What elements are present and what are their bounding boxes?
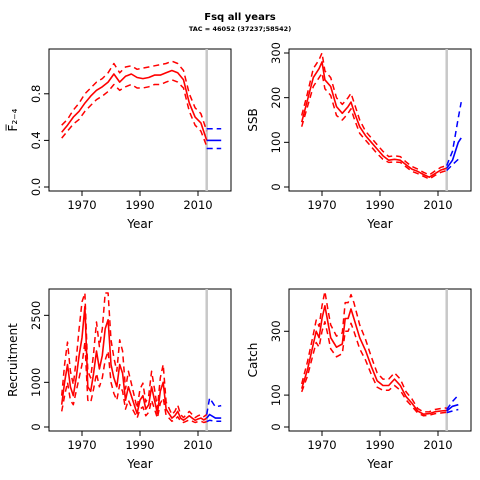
catch-y-axis-label: Catch bbox=[246, 343, 260, 378]
recruitment-x-tick-label: 2010 bbox=[183, 438, 212, 452]
fbar-x-tick-label: 1970 bbox=[67, 198, 96, 212]
fbar-x-axis-label: Year bbox=[126, 217, 152, 231]
ssb-forecast-lower-bound-line bbox=[446, 157, 462, 172]
ssb-y-tick-label: 0 bbox=[269, 183, 283, 190]
panel-recruitment: 1970 1990 2010 0 1000 2500 Year Recruitment bbox=[6, 288, 232, 471]
fbar-x-tick-label: 2010 bbox=[183, 198, 212, 212]
catch-y-tick-label: 300 bbox=[269, 320, 283, 342]
catch-x-tick-label: 1970 bbox=[307, 438, 336, 452]
catch-forecast-upper-bound-line bbox=[446, 394, 459, 410]
recruitment-x-axis-label: Year bbox=[126, 457, 152, 471]
catch-x-axis-label: Year bbox=[366, 457, 392, 471]
ssb-x-tick-label: 1970 bbox=[307, 198, 336, 212]
ssb-x-tick-label: 2010 bbox=[423, 198, 452, 212]
fbar-y-tick-label: 0.0 bbox=[29, 178, 43, 196]
recruitment-y-tick-label: 2500 bbox=[29, 301, 43, 330]
ssb-historic-median-line bbox=[300, 61, 447, 178]
panel-fbar: 1970 1990 2010 0.0 0.4 0.8 Year F̅₂₋₄ bbox=[5, 48, 232, 231]
catch-historic-lower-bound-line bbox=[300, 320, 447, 417]
recruitment-x-tick-label: 1970 bbox=[67, 438, 96, 452]
catch-forecast-lower-bound-line bbox=[446, 408, 459, 414]
catch-y-tick-label: 0 bbox=[269, 423, 283, 430]
ssb-x-tick-label: 1990 bbox=[365, 198, 394, 212]
recruitment-forecast-median-line bbox=[206, 413, 222, 419]
recruitment-y-tick-label: 0 bbox=[29, 423, 43, 430]
catch-historic-median-line bbox=[300, 304, 447, 416]
fbar-y-axis-label: F̅₂₋₄ bbox=[5, 108, 20, 131]
fbar-y-tick-label: 0.4 bbox=[29, 131, 43, 149]
recruitment-x-tick-label: 1990 bbox=[125, 438, 154, 452]
catch-plot-frame bbox=[288, 288, 472, 432]
ssb-historic-upper-bound-line bbox=[300, 52, 447, 176]
fbar-x-tick-label: 1990 bbox=[125, 198, 154, 212]
panel-ssb: 1970 1990 2010 0 100 200 300 Year SSB bbox=[246, 42, 472, 231]
catch-forecast-median-line bbox=[446, 403, 459, 412]
recruitment-y-tick-label: 1000 bbox=[29, 368, 43, 397]
figure-title: Fsq all years bbox=[204, 12, 275, 23]
ssb-x-axis-label: Year bbox=[366, 217, 392, 231]
recruitment-historic-median-line bbox=[60, 305, 208, 422]
panels: 1970 1990 2010 0.0 0.4 0.8 Year F̅₂₋₄ 1970 1990 20… bbox=[5, 42, 472, 471]
ssb-y-tick-label: 100 bbox=[269, 131, 283, 153]
ssb-forecast-upper-bound-line bbox=[446, 101, 462, 166]
fbar-plot-frame bbox=[48, 48, 232, 192]
catch-y-tick-label: 100 bbox=[269, 384, 283, 406]
catch-x-tick-label: 1990 bbox=[365, 438, 394, 452]
recruitment-forecast-upper-bound-line bbox=[205, 397, 222, 415]
ssb-historic-lower-bound-line bbox=[300, 72, 447, 180]
ssb-y-tick-label: 300 bbox=[269, 42, 283, 64]
fbar-historic-upper-bound-line bbox=[61, 60, 208, 132]
catch-historic-upper-bound-line bbox=[300, 290, 447, 413]
fbar-historic-median-line bbox=[61, 69, 208, 141]
recruitment-historic-lower-bound-line bbox=[60, 341, 207, 424]
ssb-y-tick-label: 200 bbox=[269, 87, 283, 109]
recruitment-y-axis-label: Recruitment bbox=[6, 323, 20, 397]
fbar-historic-lower-bound-line bbox=[61, 79, 208, 147]
recruitment-forecast-lower-bound-line bbox=[206, 419, 222, 423]
ssb-y-axis-label: SSB bbox=[246, 108, 260, 131]
fbar-y-tick-label: 0.8 bbox=[29, 85, 43, 103]
figure-subtitle: TAC = 46052 (37237;58542) bbox=[189, 25, 291, 33]
catch-x-tick-label: 2010 bbox=[423, 438, 452, 452]
panel-catch: 1970 1990 2010 0 100 300 Year Catch bbox=[246, 288, 472, 471]
ssb-forecast-median-line bbox=[446, 137, 462, 169]
